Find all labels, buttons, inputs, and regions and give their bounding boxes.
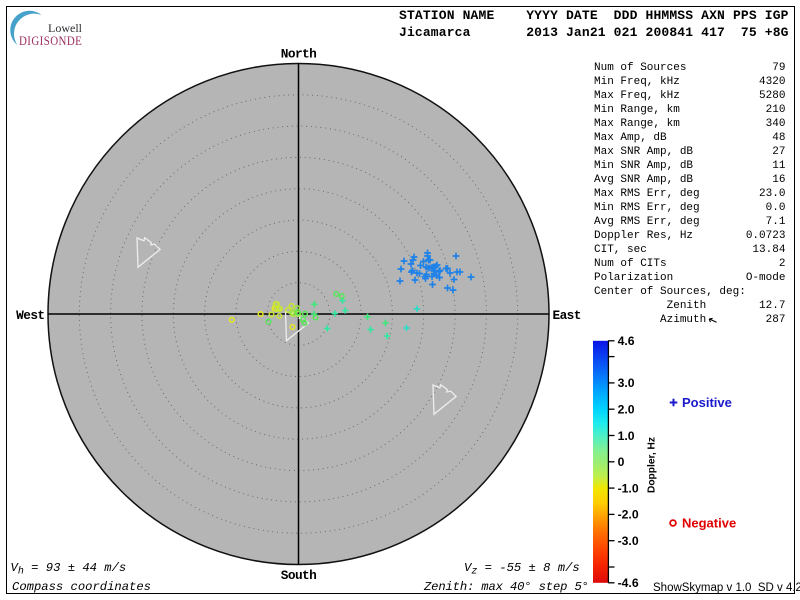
svg-text:2.0: 2.0	[618, 403, 635, 417]
svg-text:Vz = -55 ± 8 m/s: Vz = -55 ± 8 m/s	[464, 561, 580, 578]
svg-text:Doppler, Hz: Doppler, Hz	[647, 437, 658, 493]
svg-text:Negative: Negative	[682, 516, 736, 531]
svg-text:South: South	[281, 568, 316, 583]
svg-text:1.0: 1.0	[618, 429, 635, 443]
svg-text:Positive: Positive	[682, 395, 732, 410]
svg-text:East: East	[553, 308, 581, 323]
svg-text:-1.0: -1.0	[618, 481, 639, 495]
svg-text:ShowSkymap v 1.0 SD v 4.2: ShowSkymap v 1.0 SD v 4.2	[653, 582, 800, 594]
svg-text:0: 0	[618, 455, 625, 469]
svg-text:Zenith: max 40° step 5°: Zenith: max 40° step 5°	[423, 580, 589, 594]
svg-text:Compass coordinates: Compass coordinates	[12, 580, 151, 594]
svg-text:West: West	[16, 308, 44, 323]
svg-text:-2.0: -2.0	[618, 508, 639, 522]
svg-text:4.6: 4.6	[618, 334, 635, 348]
svg-text:Vh = 93 ± 44 m/s: Vh = 93 ± 44 m/s	[11, 561, 127, 578]
svg-text:-4.6: -4.6	[618, 576, 639, 590]
svg-text:3.0: 3.0	[618, 376, 635, 390]
svg-text:-3.0: -3.0	[618, 534, 639, 548]
svg-text:North: North	[281, 47, 316, 62]
